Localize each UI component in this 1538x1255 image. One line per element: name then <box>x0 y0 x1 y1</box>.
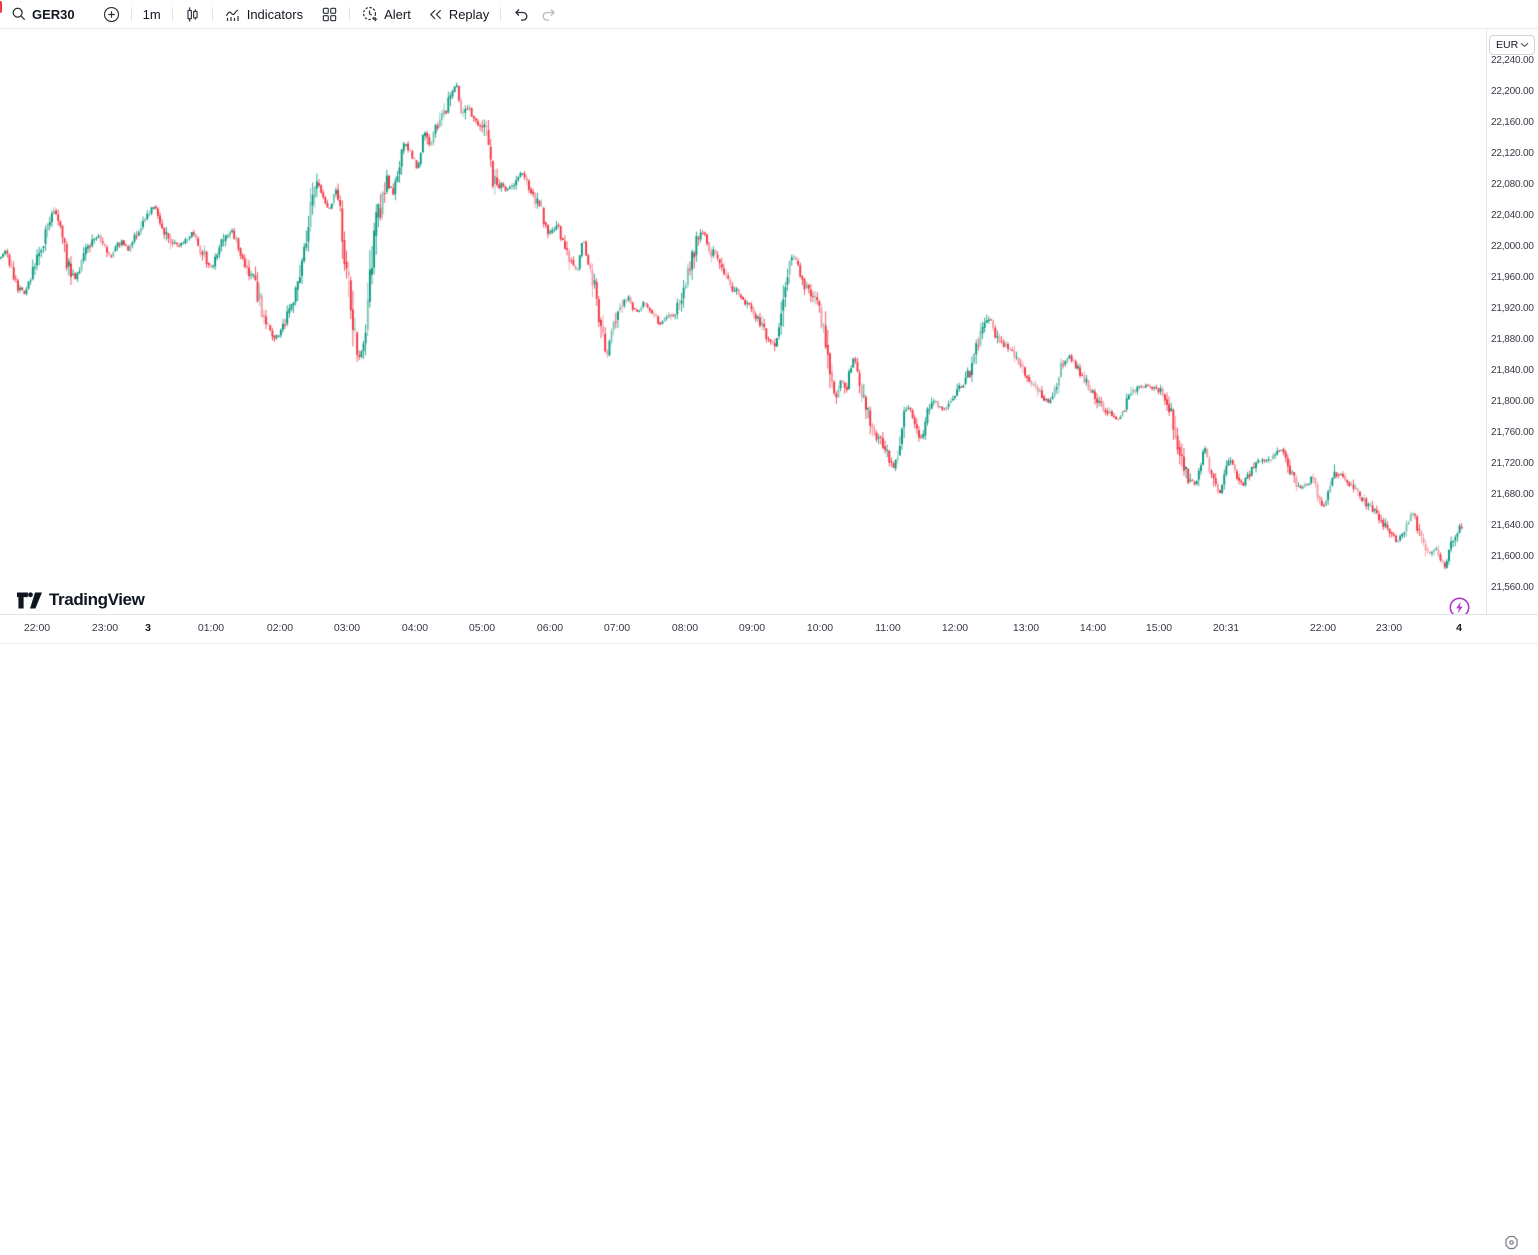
undo-arrow-icon <box>512 5 530 23</box>
price-tick-label: 22,080.00 <box>1491 179 1534 190</box>
symbol-label: GER30 <box>32 6 75 22</box>
price-tick-label: 22,200.00 <box>1491 86 1534 97</box>
redo-arrow-icon <box>540 5 558 23</box>
chart-style-button[interactable] <box>179 2 206 26</box>
redo-button[interactable] <box>535 2 563 26</box>
time-tick-label: 05:00 <box>468 622 496 634</box>
time-tick-label: 3 <box>145 622 151 634</box>
time-tick-label: 4 <box>1456 622 1462 634</box>
tradingview-logo-text: TradingView <box>49 590 145 609</box>
chevron-down-icon <box>1520 42 1529 48</box>
price-tick-label: 22,160.00 <box>1491 117 1534 128</box>
toolbar-separator <box>500 7 502 21</box>
time-tick-label: 09:00 <box>738 622 766 634</box>
toolbar-separator <box>211 7 213 21</box>
symbol-search-button[interactable]: GER30 <box>6 2 80 26</box>
price-tick-label: 21,680.00 <box>1491 489 1534 500</box>
time-tick-label: 20:31 <box>1212 622 1240 634</box>
time-tick-label: 11:00 <box>875 622 901 634</box>
top-toolbar: GER30 1m Indicators <box>0 0 1538 29</box>
time-tick-label: 08:00 <box>671 622 699 634</box>
time-tick-label: 10:00 <box>806 622 834 634</box>
indicators-label: Indicators <box>246 6 304 22</box>
time-tick-label: 02:00 <box>266 622 294 634</box>
price-tick-label: 21,960.00 <box>1491 272 1534 283</box>
price-tick-label: 21,720.00 <box>1491 458 1534 469</box>
grid-layout-icon <box>321 6 338 23</box>
time-tick-label: 06:00 <box>536 622 564 634</box>
time-tick-label: 22:00 <box>1309 622 1337 634</box>
alert-label: Alert <box>384 6 411 22</box>
time-tick-label: 01:00 <box>197 622 225 634</box>
price-tick-label: 21,920.00 <box>1491 303 1534 314</box>
replay-rewind-icon <box>427 6 444 23</box>
tradingview-logo-icon <box>17 591 42 610</box>
time-tick-label: 07:00 <box>603 622 631 634</box>
time-tick-label: 22:00 <box>23 622 51 634</box>
time-tick-label: 15:00 <box>1145 622 1173 634</box>
layout-grid-button[interactable] <box>316 2 343 26</box>
replay-label: Replay <box>448 6 490 22</box>
price-tick-label: 21,880.00 <box>1491 334 1534 345</box>
time-tick-label: 23:00 <box>91 622 119 634</box>
indicators-icon <box>224 5 242 23</box>
price-tick-label: 22,120.00 <box>1491 148 1534 159</box>
time-tick-label: 04:00 <box>401 622 429 634</box>
price-tick-label: 22,040.00 <box>1491 210 1534 221</box>
price-axis[interactable]: EUR 22,240.00 22,200.00 22,160.00 22,120.00… <box>1486 29 1538 614</box>
currency-unit-button[interactable]: EUR <box>1489 35 1535 55</box>
interval-button[interactable]: 1m <box>138 2 166 26</box>
compare-add-button[interactable] <box>98 2 125 26</box>
go-to-date-target-button[interactable] <box>1504 1235 1519 1250</box>
indicators-button[interactable]: Indicators <box>219 2 308 26</box>
search-icon <box>11 6 27 22</box>
tradingview-logo[interactable]: TradingView <box>17 590 145 610</box>
interval-label: 1m <box>142 6 161 22</box>
price-tick-label: 21,800.00 <box>1491 396 1534 407</box>
toolbar-separator <box>171 7 173 21</box>
toolbar-separator <box>130 7 132 21</box>
toolbar-separator <box>349 7 351 21</box>
price-tick-label: 21,760.00 <box>1491 427 1534 438</box>
replay-button[interactable]: Replay <box>422 2 494 26</box>
undo-button[interactable] <box>507 2 535 26</box>
price-tick-label: 22,240.00 <box>1491 55 1534 66</box>
alert-clock-icon <box>361 5 379 23</box>
time-tick-label: 13:00 <box>1012 622 1040 634</box>
price-tick-label: 21,840.00 <box>1491 365 1534 376</box>
time-tick-label: 12:00 <box>941 622 969 634</box>
price-tick-label: 21,560.00 <box>1491 582 1534 593</box>
price-tick-label: 21,640.00 <box>1491 520 1534 531</box>
price-tick-label: 21,600.00 <box>1491 551 1534 562</box>
alert-button[interactable]: Alert <box>356 2 416 26</box>
time-tick-label: 23:00 <box>1375 622 1403 634</box>
time-axis[interactable]: 22:00 23:00 3 01:00 02:00 03:00 04:00 05:00 06:0… <box>0 614 1538 1250</box>
plus-circle-icon <box>103 6 120 23</box>
edge-notification-sliver <box>0 1 2 13</box>
currency-label: EUR <box>1496 39 1519 51</box>
time-tick-label: 14:00 <box>1079 622 1107 634</box>
time-tick-label: 03:00 <box>333 622 361 634</box>
candlestick-chart-pane[interactable] <box>0 29 1486 614</box>
price-tick-label: 22,000.00 <box>1491 241 1534 252</box>
candlestick-style-icon <box>184 6 201 23</box>
